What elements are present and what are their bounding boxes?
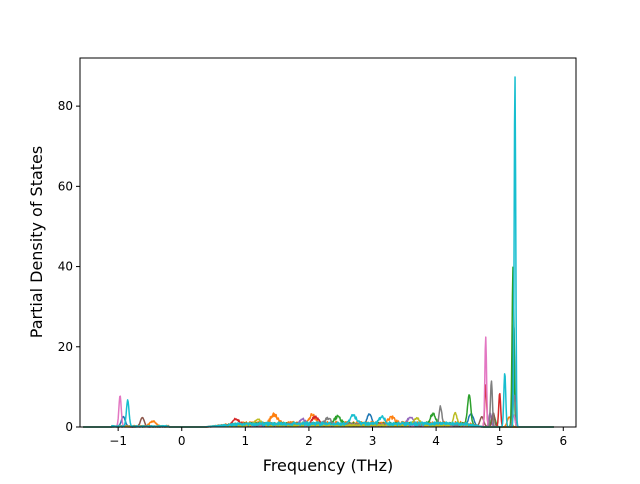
y-tick-label: 0 — [65, 420, 73, 434]
x-tick-label: 0 — [178, 434, 186, 448]
y-tick-label: 40 — [58, 260, 73, 274]
x-tick-label: 2 — [305, 434, 313, 448]
y-tick-label: 80 — [58, 99, 73, 113]
y-axis-ticks: 0 20 40 60 80 — [58, 99, 80, 434]
y-tick-label: 20 — [58, 340, 73, 354]
x-axis-ticks: −1 0 1 2 3 4 5 6 — [109, 427, 567, 448]
y-axis-title: Partial Density of States — [27, 146, 46, 338]
x-tick-label: 4 — [432, 434, 440, 448]
x-tick-label: 6 — [559, 434, 567, 448]
x-tick-label: 1 — [242, 434, 250, 448]
x-tick-label: 5 — [496, 434, 504, 448]
y-tick-label: 60 — [58, 179, 73, 193]
x-tick-label: −1 — [109, 434, 127, 448]
x-axis-title: Frequency (THz) — [263, 456, 393, 475]
x-tick-label: 3 — [369, 434, 377, 448]
plot-frame — [79, 57, 577, 428]
